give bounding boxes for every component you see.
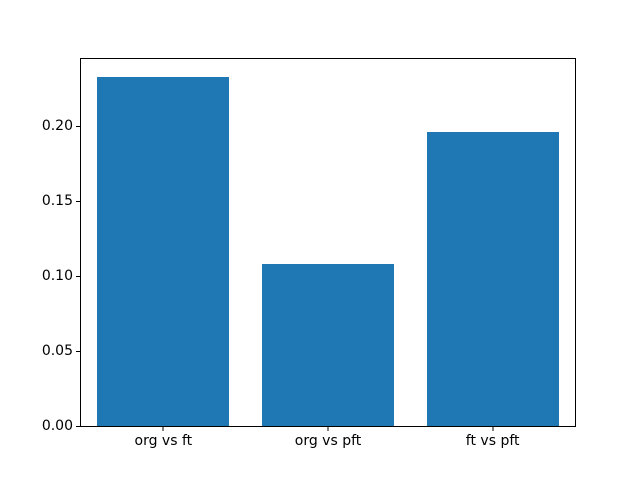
bar-ft-vs-pft xyxy=(426,132,559,426)
y-axis-tick xyxy=(76,350,80,352)
x-axis-category-label: org vs pft xyxy=(294,433,362,449)
x-axis-category-label: org vs ft xyxy=(134,433,193,449)
y-axis-tick-label: 0.05 xyxy=(41,343,73,359)
y-axis-tick-label: 0.10 xyxy=(41,268,73,285)
y-axis-tick-label: 0.20 xyxy=(41,118,73,135)
plot-area: 0.00 0.05 0.10 0.15 0.20 org vs ft org vs pft f… xyxy=(42,58,576,448)
y-axis-tick-label: 0.00 xyxy=(41,418,73,434)
y-axis-tick xyxy=(76,200,80,202)
x-axis-tick xyxy=(492,427,494,431)
x-axis-tick xyxy=(327,427,329,431)
x-axis-category-label: ft vs pft xyxy=(465,433,520,449)
y-axis-tick xyxy=(76,275,80,277)
y-axis-tick-label: 0.15 xyxy=(41,193,73,210)
x-axis-tick xyxy=(162,427,164,431)
y-axis-tick xyxy=(76,425,80,427)
bar-org-vs-pft xyxy=(262,264,394,426)
bar-org-vs-ft xyxy=(97,76,230,426)
y-axis-tick xyxy=(76,125,80,127)
